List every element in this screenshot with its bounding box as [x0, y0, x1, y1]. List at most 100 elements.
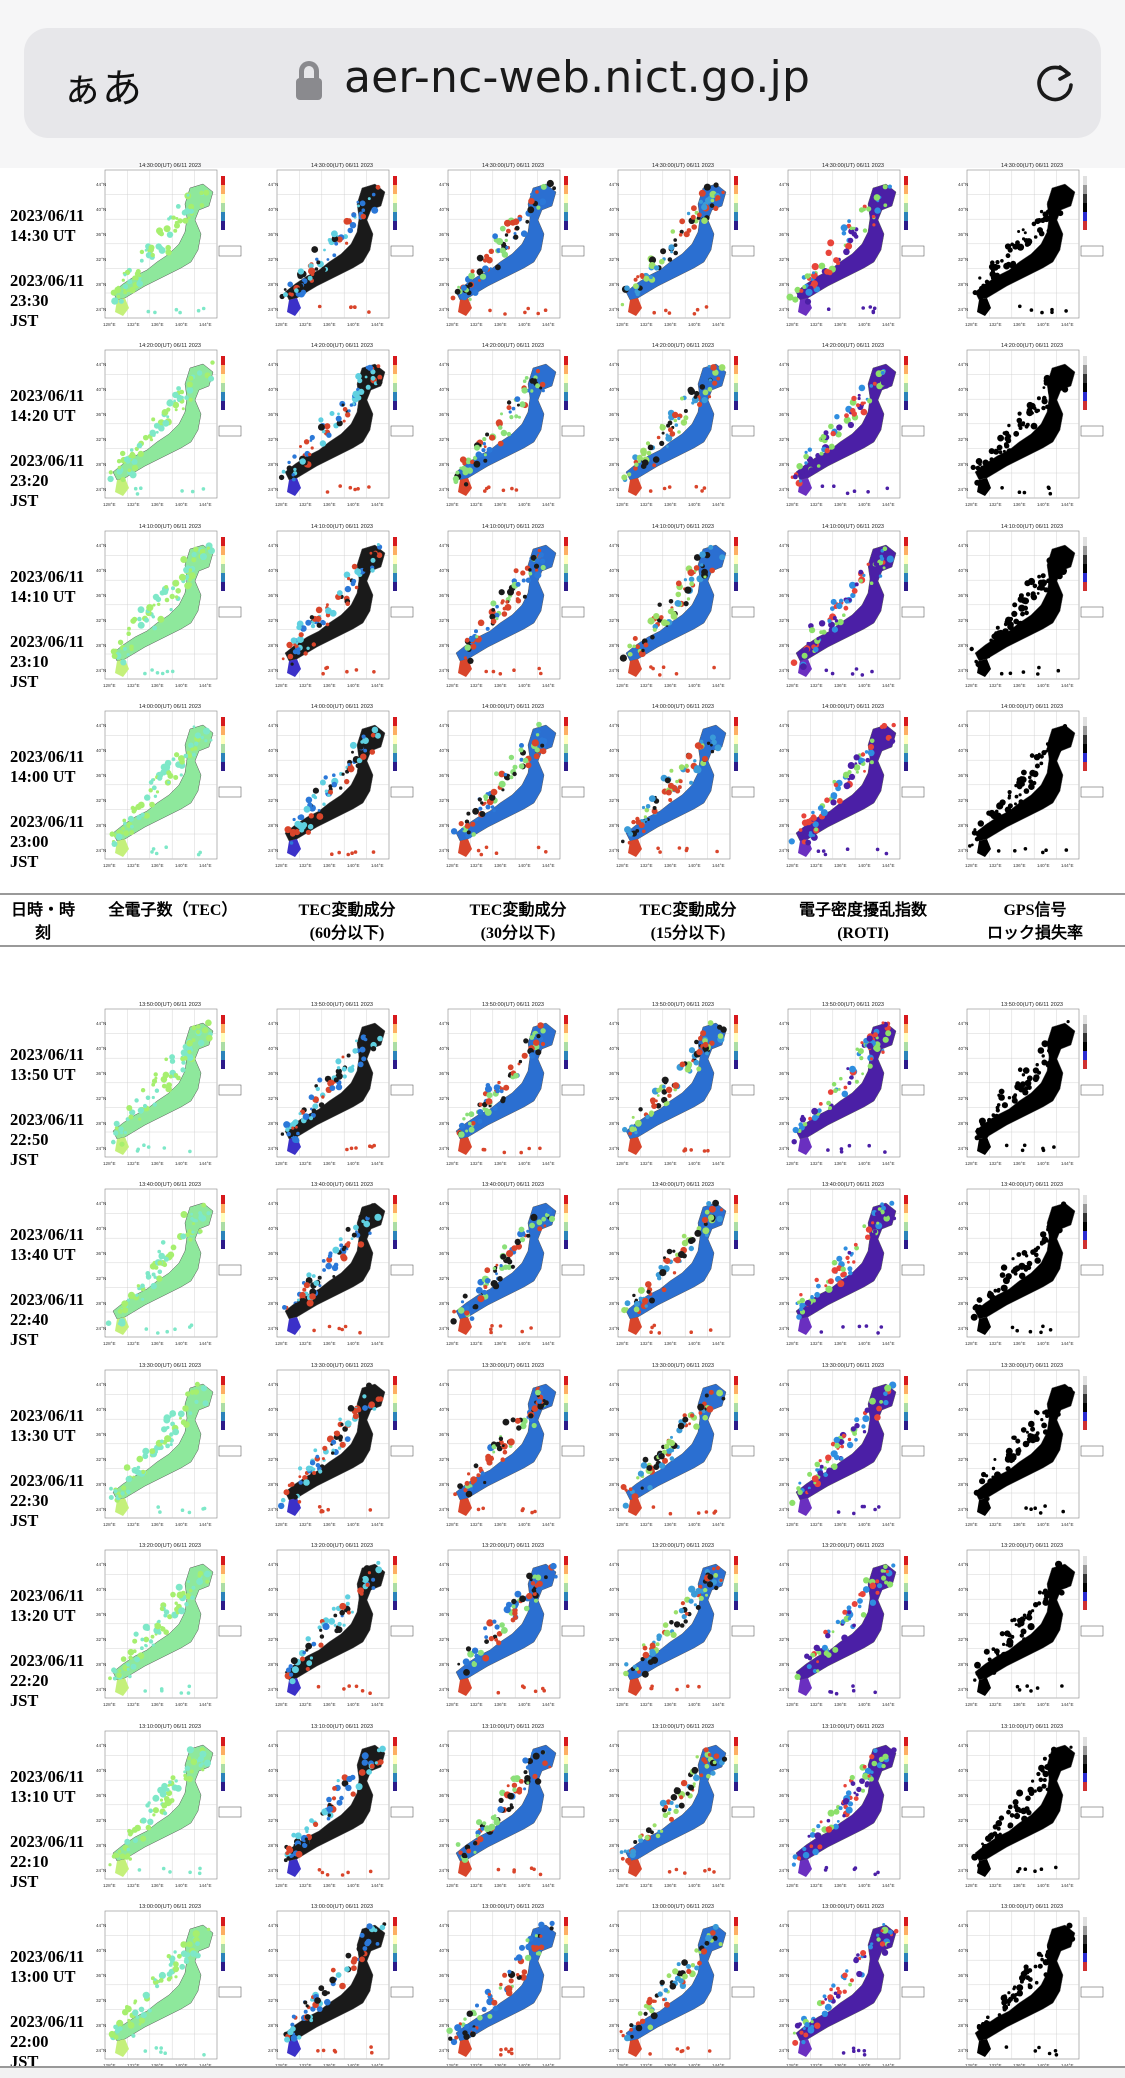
map-cell-tec-30min[interactable]: 14:10:00(UT) 06/11 2023 44°N 40°N 36°N 32°N 2…	[438, 519, 588, 691]
map-data-dot	[628, 1487, 633, 1491]
map-cell-tec-60min[interactable]: 14:30:00(UT) 06/11 2023 44°N 40°N 36°N 32°N 2…	[267, 158, 417, 330]
map-data-dot	[645, 441, 651, 446]
map-cell-tec-15min[interactable]: 14:30:00(UT) 06/11 2023 44°N 40°N 36°N 32°N 2…	[608, 158, 758, 330]
reload-icon[interactable]	[1032, 60, 1078, 106]
map-data-dot	[339, 1602, 347, 1610]
map-data-dot	[991, 263, 999, 271]
map-cell-tec-30min[interactable]: 13:20:00(UT) 06/11 2023 44°N 40°N 36°N 32°N 2…	[438, 1538, 588, 1710]
map-data-dot	[814, 1461, 821, 1468]
map-data-dot	[488, 248, 494, 254]
map-data-dot	[678, 764, 685, 771]
nict-logo-box	[390, 1264, 414, 1276]
map-data-dot	[473, 1304, 479, 1310]
map-cell-tec-15min[interactable]: 14:10:00(UT) 06/11 2023 44°N 40°N 36°N 32°N 2…	[608, 519, 758, 691]
map-cell-tec-60min[interactable]: 14:10:00(UT) 06/11 2023 44°N 40°N 36°N 32°N 2…	[267, 519, 417, 691]
map-cell-roti[interactable]: 13:50:00(UT) 06/11 2023 44°N 40°N 36°N 32°N 2…	[778, 997, 928, 1169]
map-data-dot	[196, 1578, 203, 1585]
map-cell-gps-lock-loss[interactable]: 14:30:00(UT) 06/11 2023 44°N 40°N 36°N 32°N 2…	[957, 158, 1107, 330]
map-cell-gps-lock-loss[interactable]: 13:50:00(UT) 06/11 2023 44°N 40°N 36°N 32°N 2…	[957, 997, 1107, 1169]
ionosphere-map-tec-15min: 14:30:00(UT) 06/11 202344°N40°N36°N32°N2…	[609, 163, 755, 327]
map-data-dot	[512, 668, 516, 672]
map-cell-tec-60min[interactable]: 14:20:00(UT) 06/11 2023 44°N 40°N 36°N 32°N 2…	[267, 338, 417, 510]
map-cell-tec-30min[interactable]: 13:40:00(UT) 06/11 2023 44°N 40°N 36°N 32°N 2…	[438, 1177, 588, 1349]
longitude-tick-label: 128°E	[446, 1522, 459, 1527]
url-text[interactable]: aer-nc-web.nict.go.jp	[344, 52, 811, 103]
map-data-dot	[830, 799, 837, 806]
map-cell-tec-30min[interactable]: 13:50:00(UT) 06/11 2023 44°N 40°N 36°N 32°N 2…	[438, 997, 588, 1169]
longitude-tick-label: 140°E	[175, 1702, 188, 1707]
address-bar[interactable]: ぁあ aer-nc-web.nict.go.jp	[24, 28, 1101, 138]
map-data-dot	[827, 239, 835, 247]
map-data-dot	[823, 430, 829, 436]
longitude-tick-label: 140°E	[1037, 863, 1050, 868]
longitude-tick-label: 140°E	[688, 322, 701, 327]
map-data-dot	[499, 1264, 503, 1268]
map-data-dot	[891, 722, 896, 728]
map-cell-roti[interactable]: 13:30:00(UT) 06/11 2023 44°N 40°N 36°N 32°N 2…	[778, 1358, 928, 1530]
longitude-tick-label: 132°E	[810, 502, 823, 507]
map-cell-tec-15min[interactable]: 13:20:00(UT) 06/11 2023 44°N 40°N 36°N 32°N 2…	[608, 1538, 758, 1710]
map-cell-tec[interactable]: 14:10:00(UT) 06/11 2023 44°N 40°N 36°N 32°N 2…	[95, 519, 245, 691]
map-data-dot	[1069, 1213, 1073, 1218]
latitude-tick-label: 32°N	[958, 798, 968, 803]
kyushu-island	[977, 1317, 991, 1335]
map-cell-tec[interactable]: 14:20:00(UT) 06/11 2023 44°N 40°N 36°N 32°N 2…	[95, 338, 245, 510]
map-cell-tec-30min[interactable]: 14:30:00(UT) 06/11 2023 44°N 40°N 36°N 32°N 2…	[438, 158, 588, 330]
ionosphere-map-gps-lock-loss: 13:50:00(UT) 06/11 202344°N40°N36°N32°N2…	[958, 1002, 1104, 1166]
map-cell-roti[interactable]: 13:40:00(UT) 06/11 2023 44°N 40°N 36°N 32°N 2…	[778, 1177, 928, 1349]
map-data-dot	[307, 823, 314, 830]
map-data-dot	[475, 1286, 483, 1294]
map-cell-tec-15min[interactable]: 13:40:00(UT) 06/11 2023 44°N 40°N 36°N 32°N 2…	[608, 1177, 758, 1349]
map-data-dot	[342, 407, 348, 412]
latitude-tick-label: 36°N	[609, 1071, 619, 1076]
map-cell-tec[interactable]: 14:00:00(UT) 06/11 2023 44°N 40°N 36°N 32°N 2…	[95, 699, 245, 871]
map-cell-tec[interactable]: 13:40:00(UT) 06/11 2023 44°N 40°N 36°N 32°N 2…	[95, 1177, 245, 1349]
map-cell-tec[interactable]: 13:20:00(UT) 06/11 2023 44°N 40°N 36°N 32°N 2…	[95, 1538, 245, 1710]
map-cell-roti[interactable]: 14:30:00(UT) 06/11 2023 44°N 40°N 36°N 32°N 2…	[778, 158, 928, 330]
map-data-dot	[292, 817, 296, 822]
map-cell-tec-30min[interactable]: 13:30:00(UT) 06/11 2023 44°N 40°N 36°N 32°N 2…	[438, 1358, 588, 1530]
map-cell-gps-lock-loss[interactable]: 13:40:00(UT) 06/11 2023 44°N 40°N 36°N 32°N 2…	[957, 1177, 1107, 1349]
map-cell-tec-30min[interactable]: 14:20:00(UT) 06/11 2023 44°N 40°N 36°N 32°N 2…	[438, 338, 588, 510]
map-cell-gps-lock-loss[interactable]: 13:30:00(UT) 06/11 2023 44°N 40°N 36°N 32°N 2…	[957, 1358, 1107, 1530]
map-cell-tec-15min[interactable]: 14:20:00(UT) 06/11 2023 44°N 40°N 36°N 32°N 2…	[608, 338, 758, 510]
map-cell-roti[interactable]: 14:20:00(UT) 06/11 2023 44°N 40°N 36°N 32°N 2…	[778, 338, 928, 510]
map-cell-tec-60min[interactable]: 14:00:00(UT) 06/11 2023 44°N 40°N 36°N 32°N 2…	[267, 699, 417, 871]
map-cell-tec[interactable]: 13:50:00(UT) 06/11 2023 44°N 40°N 36°N 32°N 2…	[95, 997, 245, 1169]
map-data-dot	[1030, 1426, 1036, 1432]
map-cell-gps-lock-loss[interactable]: 14:20:00(UT) 06/11 2023 44°N 40°N 36°N 32°N 2…	[957, 338, 1107, 510]
kyushu-island	[287, 1498, 301, 1516]
map-cell-tec-15min[interactable]: 13:30:00(UT) 06/11 2023 44°N 40°N 36°N 32°N 2…	[608, 1358, 758, 1530]
map-data-dot	[287, 653, 294, 660]
latitude-tick-label: 36°N	[439, 1612, 449, 1617]
map-data-dot	[357, 378, 363, 384]
map-cell-tec-60min[interactable]: 13:40:00(UT) 06/11 2023 44°N 40°N 36°N 32°N 2…	[267, 1177, 417, 1349]
map-cell-tec[interactable]: 13:30:00(UT) 06/11 2023 44°N 40°N 36°N 32°N 2…	[95, 1358, 245, 1530]
colorbar-segment	[904, 194, 908, 203]
map-data-dot	[136, 814, 142, 821]
map-data-dot	[868, 744, 875, 750]
map-data-dot	[347, 227, 354, 234]
map-data-dot	[808, 642, 812, 646]
map-cell-tec-60min[interactable]: 13:20:00(UT) 06/11 2023 44°N 40°N 36°N 32°N 2…	[267, 1538, 417, 1710]
longitude-tick-label: 140°E	[1037, 322, 1050, 327]
map-data-dot	[846, 1067, 850, 1071]
map-cell-roti[interactable]: 14:00:00(UT) 06/11 2023 44°N 40°N 36°N 32°N 2…	[778, 699, 928, 871]
map-cell-tec-60min[interactable]: 13:30:00(UT) 06/11 2023 44°N 40°N 36°N 32°N 2…	[267, 1358, 417, 1530]
text-size-button[interactable]: ぁあ	[62, 66, 142, 112]
map-data-dot	[169, 1432, 174, 1437]
map-cell-gps-lock-loss[interactable]: 14:10:00(UT) 06/11 2023 44°N 40°N 36°N 32°N 2…	[957, 519, 1107, 691]
map-data-dot	[117, 1322, 121, 1325]
map-cell-roti[interactable]: 14:10:00(UT) 06/11 2023 44°N 40°N 36°N 32°N 2…	[778, 519, 928, 691]
map-cell-tec-15min[interactable]: 13:50:00(UT) 06/11 2023 44°N 40°N 36°N 32°N 2…	[608, 997, 758, 1169]
map-data-dot	[482, 265, 489, 273]
map-data-dot	[854, 1438, 858, 1442]
map-cell-tec[interactable]: 14:30:00(UT) 06/11 2023 44°N 40°N 36°N 32°N 2…	[95, 158, 245, 330]
map-data-dot	[185, 1391, 191, 1397]
map-cell-tec-60min[interactable]: 13:50:00(UT) 06/11 2023 44°N 40°N 36°N 32°N 2…	[267, 997, 417, 1169]
map-cell-gps-lock-loss[interactable]: 14:00:00(UT) 06/11 2023 44°N 40°N 36°N 32°N 2…	[957, 699, 1107, 871]
map-data-dot	[315, 257, 319, 261]
map-data-dot	[296, 1131, 300, 1136]
map-cell-tec-15min[interactable]: 14:00:00(UT) 06/11 2023 44°N 40°N 36°N 32°N 2…	[608, 699, 758, 871]
map-cell-tec-30min[interactable]: 14:00:00(UT) 06/11 2023 44°N 40°N 36°N 32°N 2…	[438, 699, 588, 871]
